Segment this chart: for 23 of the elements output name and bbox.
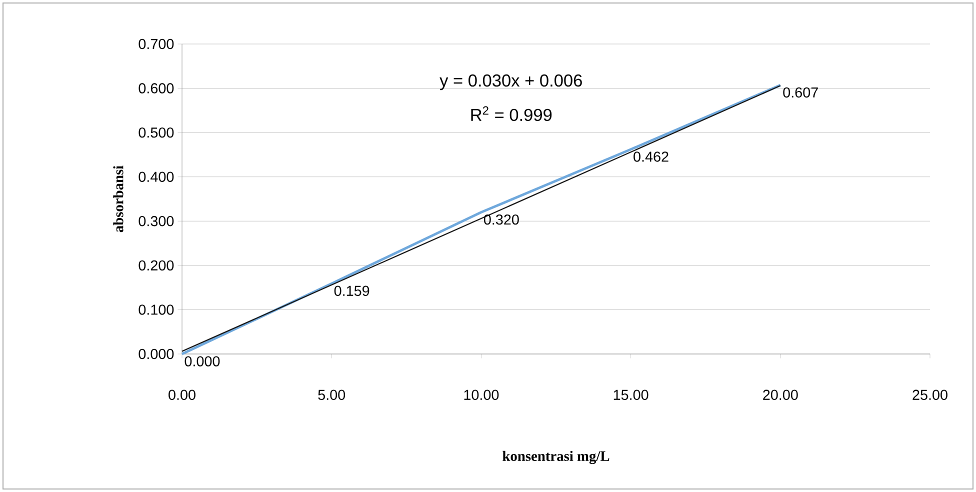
y-tick-label: 0.500 bbox=[138, 127, 174, 138]
x-tick-label: 20.00 bbox=[763, 390, 798, 400]
x-tick-label: 0.00 bbox=[168, 390, 196, 400]
x-tick-label: 10.00 bbox=[464, 390, 499, 400]
data-label: 0.000 bbox=[184, 356, 220, 366]
data-label: 0.159 bbox=[334, 286, 370, 296]
y-tick-label: 0.000 bbox=[138, 348, 174, 360]
x-tick-label: 5.00 bbox=[318, 390, 346, 400]
x-tick-label: 15.00 bbox=[614, 390, 648, 400]
y-tick-label: 0.100 bbox=[138, 304, 174, 315]
y-tick-label: 0.200 bbox=[138, 260, 174, 271]
x-tick-label: 25.00 bbox=[912, 390, 948, 400]
y-tick-label: 0.700 bbox=[138, 38, 174, 50]
annotation: y = 0.030x + 0.006 bbox=[440, 74, 582, 90]
data-label: 0.607 bbox=[783, 87, 818, 98]
data-label: 0.320 bbox=[484, 214, 519, 225]
y-tick-label: 0.400 bbox=[138, 172, 174, 182]
y-tick-label: 0.300 bbox=[138, 216, 174, 226]
data-label: 0.462 bbox=[634, 152, 668, 162]
x-axis-title: konsentrasi mg/L bbox=[502, 450, 610, 464]
y-axis-title: absorbansi bbox=[113, 166, 124, 232]
annotation: R$^{2}$ = 0.999 bbox=[471, 106, 552, 122]
y-tick-label: 0.600 bbox=[138, 83, 174, 94]
